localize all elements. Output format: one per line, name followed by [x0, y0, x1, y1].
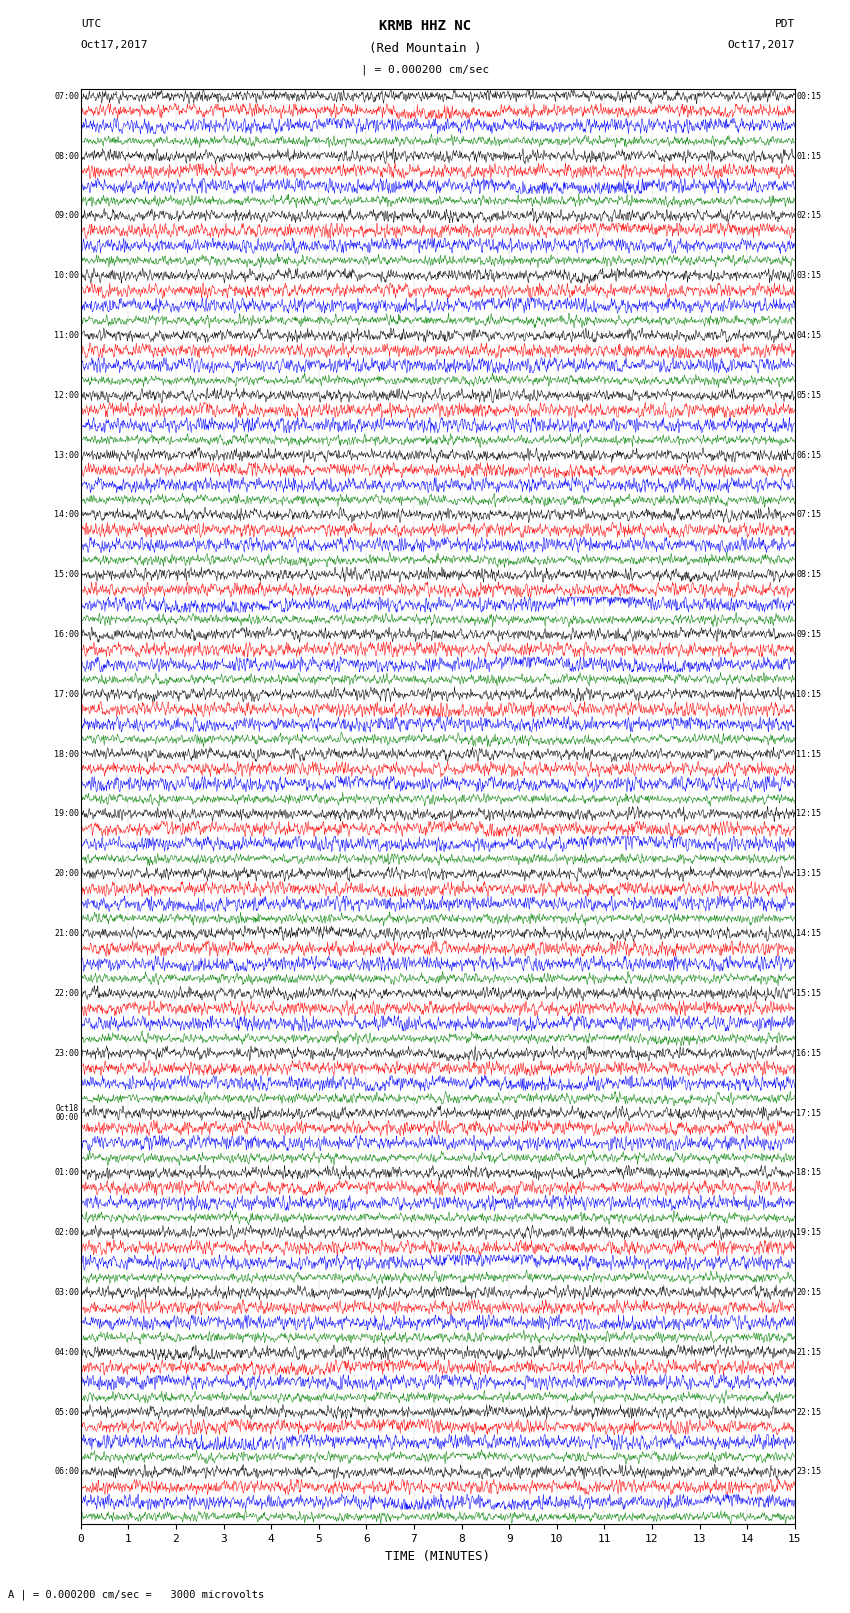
- Text: 02:15: 02:15: [796, 211, 821, 221]
- Text: 10:15: 10:15: [796, 690, 821, 698]
- Text: 05:00: 05:00: [54, 1408, 79, 1416]
- Text: 23:15: 23:15: [796, 1468, 821, 1476]
- Text: 07:15: 07:15: [796, 510, 821, 519]
- Text: 09:00: 09:00: [54, 211, 79, 221]
- Text: 17:00: 17:00: [54, 690, 79, 698]
- Text: 18:15: 18:15: [796, 1168, 821, 1177]
- Text: 16:15: 16:15: [796, 1048, 821, 1058]
- Text: Oct17,2017: Oct17,2017: [728, 40, 795, 50]
- Text: 22:00: 22:00: [54, 989, 79, 998]
- Text: 21:00: 21:00: [54, 929, 79, 939]
- Text: A | = 0.000200 cm/sec =   3000 microvolts: A | = 0.000200 cm/sec = 3000 microvolts: [8, 1589, 264, 1600]
- Text: 03:00: 03:00: [54, 1289, 79, 1297]
- Text: 03:15: 03:15: [796, 271, 821, 281]
- Text: | = 0.000200 cm/sec: | = 0.000200 cm/sec: [361, 65, 489, 76]
- Text: 18:00: 18:00: [54, 750, 79, 758]
- Text: 14:00: 14:00: [54, 510, 79, 519]
- Text: 16:00: 16:00: [54, 631, 79, 639]
- Text: 06:15: 06:15: [796, 450, 821, 460]
- Text: 20:15: 20:15: [796, 1289, 821, 1297]
- Text: 17:15: 17:15: [796, 1108, 821, 1118]
- Text: 19:15: 19:15: [796, 1227, 821, 1237]
- Text: 08:15: 08:15: [796, 571, 821, 579]
- Text: 06:00: 06:00: [54, 1468, 79, 1476]
- X-axis label: TIME (MINUTES): TIME (MINUTES): [385, 1550, 490, 1563]
- Text: 09:15: 09:15: [796, 631, 821, 639]
- Text: 05:15: 05:15: [796, 390, 821, 400]
- Text: 19:00: 19:00: [54, 810, 79, 818]
- Text: UTC: UTC: [81, 19, 101, 29]
- Text: 13:15: 13:15: [796, 869, 821, 879]
- Text: 12:15: 12:15: [796, 810, 821, 818]
- Text: 07:00: 07:00: [54, 92, 79, 100]
- Text: 22:15: 22:15: [796, 1408, 821, 1416]
- Text: 02:00: 02:00: [54, 1227, 79, 1237]
- Text: KRMB HHZ NC: KRMB HHZ NC: [379, 19, 471, 34]
- Text: (Red Mountain ): (Red Mountain ): [369, 42, 481, 55]
- Text: 21:15: 21:15: [796, 1348, 821, 1357]
- Text: PDT: PDT: [774, 19, 795, 29]
- Text: 01:15: 01:15: [796, 152, 821, 161]
- Text: 11:00: 11:00: [54, 331, 79, 340]
- Text: 10:00: 10:00: [54, 271, 79, 281]
- Text: 14:15: 14:15: [796, 929, 821, 939]
- Text: 00:15: 00:15: [796, 92, 821, 100]
- Text: 12:00: 12:00: [54, 390, 79, 400]
- Text: 13:00: 13:00: [54, 450, 79, 460]
- Text: 00:00: 00:00: [56, 1113, 79, 1123]
- Text: 23:00: 23:00: [54, 1048, 79, 1058]
- Text: 15:00: 15:00: [54, 571, 79, 579]
- Text: 04:15: 04:15: [796, 331, 821, 340]
- Text: 08:00: 08:00: [54, 152, 79, 161]
- Text: 04:00: 04:00: [54, 1348, 79, 1357]
- Text: 11:15: 11:15: [796, 750, 821, 758]
- Text: 20:00: 20:00: [54, 869, 79, 879]
- Text: 01:00: 01:00: [54, 1168, 79, 1177]
- Text: Oct18: Oct18: [56, 1103, 79, 1113]
- Text: 15:15: 15:15: [796, 989, 821, 998]
- Text: Oct17,2017: Oct17,2017: [81, 40, 148, 50]
